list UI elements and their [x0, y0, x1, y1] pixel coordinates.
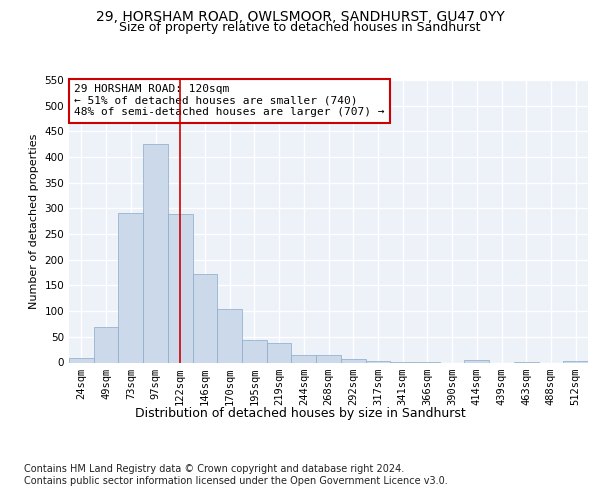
Text: 29, HORSHAM ROAD, OWLSMOOR, SANDHURST, GU47 0YY: 29, HORSHAM ROAD, OWLSMOOR, SANDHURST, G… — [95, 10, 505, 24]
Bar — [168, 214, 193, 362]
Text: Contains public sector information licensed under the Open Government Licence v3: Contains public sector information licen… — [24, 476, 448, 486]
Bar — [143, 144, 168, 362]
Bar — [316, 355, 341, 362]
Bar — [267, 343, 292, 362]
Bar — [94, 326, 118, 362]
Text: Contains HM Land Registry data © Crown copyright and database right 2024.: Contains HM Land Registry data © Crown c… — [24, 464, 404, 474]
Text: Distribution of detached houses by size in Sandhurst: Distribution of detached houses by size … — [134, 408, 466, 420]
Y-axis label: Number of detached properties: Number of detached properties — [29, 134, 39, 309]
Bar — [118, 212, 143, 362]
Bar — [341, 360, 365, 362]
Bar — [292, 356, 316, 362]
Bar — [563, 361, 588, 362]
Bar — [69, 358, 94, 362]
Bar — [242, 340, 267, 362]
Bar — [193, 274, 217, 362]
Text: Size of property relative to detached houses in Sandhurst: Size of property relative to detached ho… — [119, 22, 481, 35]
Bar — [217, 308, 242, 362]
Text: 29 HORSHAM ROAD: 120sqm
← 51% of detached houses are smaller (740)
48% of semi-d: 29 HORSHAM ROAD: 120sqm ← 51% of detache… — [74, 84, 385, 117]
Bar — [464, 360, 489, 362]
